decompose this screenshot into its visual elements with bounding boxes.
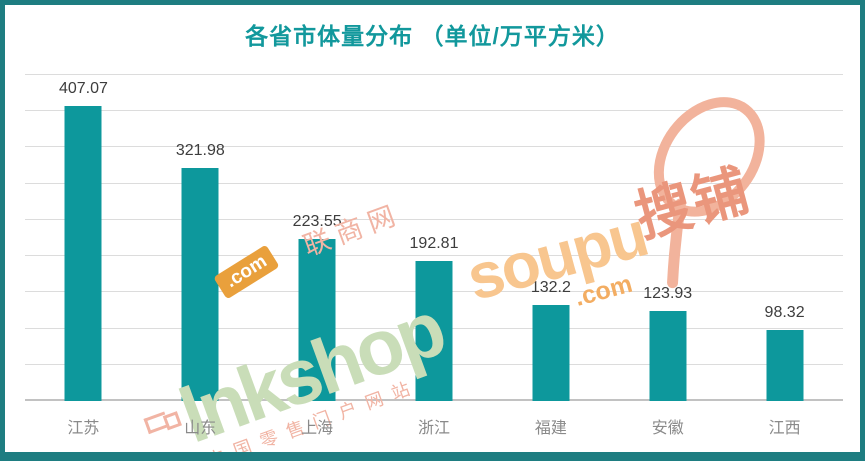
- bar-slot: 192.81: [376, 75, 493, 401]
- bar-value-label: 98.32: [764, 303, 805, 321]
- x-axis-label-安徽: 安徽: [651, 420, 684, 437]
- bar-slot: 223.55: [259, 75, 376, 401]
- gridline: [25, 74, 843, 75]
- plot-area: 407.07 321.98 223.55 192.81 132.2 123.93 98.32: [25, 74, 843, 401]
- bar-slot: 321.98: [142, 75, 259, 401]
- bars-layer: 407.07 321.98 223.55 192.81 132.2 123.93 98.32: [25, 75, 843, 401]
- bar-slot: 407.07: [25, 75, 142, 401]
- bar-江西: [766, 329, 804, 401]
- x-axis-label-江西: 江西: [768, 420, 801, 437]
- bar-value-label: 321.98: [175, 141, 225, 159]
- bar-slot: 98.32: [726, 75, 843, 401]
- bar-江苏: [64, 106, 102, 401]
- x-axis-label-浙江: 浙江: [418, 420, 451, 437]
- bar-value-label: 123.93: [643, 285, 693, 303]
- bar-value-label: 223.55: [292, 213, 342, 231]
- x-axis-label-福建: 福建: [534, 420, 567, 437]
- gridline: [25, 146, 843, 148]
- gridline: [25, 218, 843, 220]
- x-axis-label-上海: 上海: [301, 420, 334, 437]
- chart-title: 各省市体量分布 （单位/万平方米）: [245, 23, 620, 49]
- bar-slot: 132.2: [492, 75, 609, 401]
- gridline: [25, 182, 843, 184]
- bar-value-label: 192.81: [409, 235, 459, 253]
- x-axis-label-山东: 山东: [184, 420, 217, 437]
- bar-福建: [532, 305, 570, 401]
- bar-slot: 123.93: [609, 75, 726, 401]
- bar-山东: [181, 167, 219, 401]
- x-axis-label-江苏: 江苏: [67, 420, 100, 437]
- bar-上海: [298, 239, 336, 401]
- bar-value-label: 407.07: [58, 80, 108, 98]
- bar-安徽: [649, 311, 687, 401]
- bar-value-label: 132.2: [530, 279, 571, 297]
- gridline: [25, 255, 843, 257]
- x-axis-labels: 江苏 山东 上海 浙江 福建 安徽 江西: [25, 414, 843, 442]
- gridline: [25, 110, 843, 112]
- bar-浙江: [415, 261, 453, 401]
